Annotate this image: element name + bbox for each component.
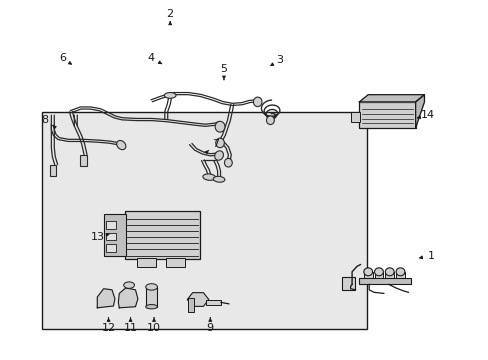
Text: 12: 12 xyxy=(102,323,115,333)
Bar xyxy=(166,258,184,267)
Text: 2: 2 xyxy=(166,9,173,19)
Bar xyxy=(106,233,116,240)
Bar xyxy=(104,214,125,256)
Bar xyxy=(374,272,383,283)
Ellipse shape xyxy=(213,176,224,182)
Bar xyxy=(145,287,157,307)
Bar xyxy=(41,112,366,329)
Bar xyxy=(395,272,404,283)
Ellipse shape xyxy=(117,140,125,150)
Text: 13: 13 xyxy=(91,232,104,242)
Text: 5: 5 xyxy=(220,64,227,74)
Ellipse shape xyxy=(385,268,393,276)
Bar xyxy=(137,258,155,267)
Text: 1: 1 xyxy=(427,251,434,261)
Ellipse shape xyxy=(224,158,232,167)
Text: 9: 9 xyxy=(206,323,213,333)
Ellipse shape xyxy=(123,282,134,288)
Ellipse shape xyxy=(253,97,262,107)
Ellipse shape xyxy=(215,121,224,132)
Ellipse shape xyxy=(145,305,157,309)
Bar xyxy=(359,278,410,284)
Polygon shape xyxy=(359,95,424,102)
Text: 14: 14 xyxy=(420,110,434,120)
Text: 6: 6 xyxy=(59,53,66,63)
Ellipse shape xyxy=(203,174,215,180)
Bar xyxy=(188,298,194,312)
Text: 3: 3 xyxy=(276,55,283,65)
Ellipse shape xyxy=(214,151,223,160)
Ellipse shape xyxy=(145,284,157,290)
Text: 11: 11 xyxy=(123,323,137,333)
Ellipse shape xyxy=(266,116,274,125)
Text: 4: 4 xyxy=(147,53,154,63)
Bar xyxy=(206,300,221,305)
Ellipse shape xyxy=(374,268,383,276)
Bar xyxy=(385,272,393,283)
Bar xyxy=(106,221,116,229)
Ellipse shape xyxy=(215,138,224,148)
Ellipse shape xyxy=(395,268,404,276)
Text: 7: 7 xyxy=(211,139,218,149)
Bar xyxy=(359,102,415,128)
Text: 8: 8 xyxy=(41,114,48,125)
Bar xyxy=(50,165,56,176)
Polygon shape xyxy=(97,289,115,308)
Ellipse shape xyxy=(164,93,176,98)
Polygon shape xyxy=(415,95,424,128)
Bar xyxy=(350,112,360,122)
Ellipse shape xyxy=(363,268,372,276)
Bar xyxy=(106,244,116,252)
Bar xyxy=(124,211,200,259)
Bar xyxy=(80,155,87,166)
Polygon shape xyxy=(118,288,138,308)
Text: 10: 10 xyxy=(147,323,161,333)
Bar xyxy=(342,277,354,290)
Bar xyxy=(363,272,372,283)
